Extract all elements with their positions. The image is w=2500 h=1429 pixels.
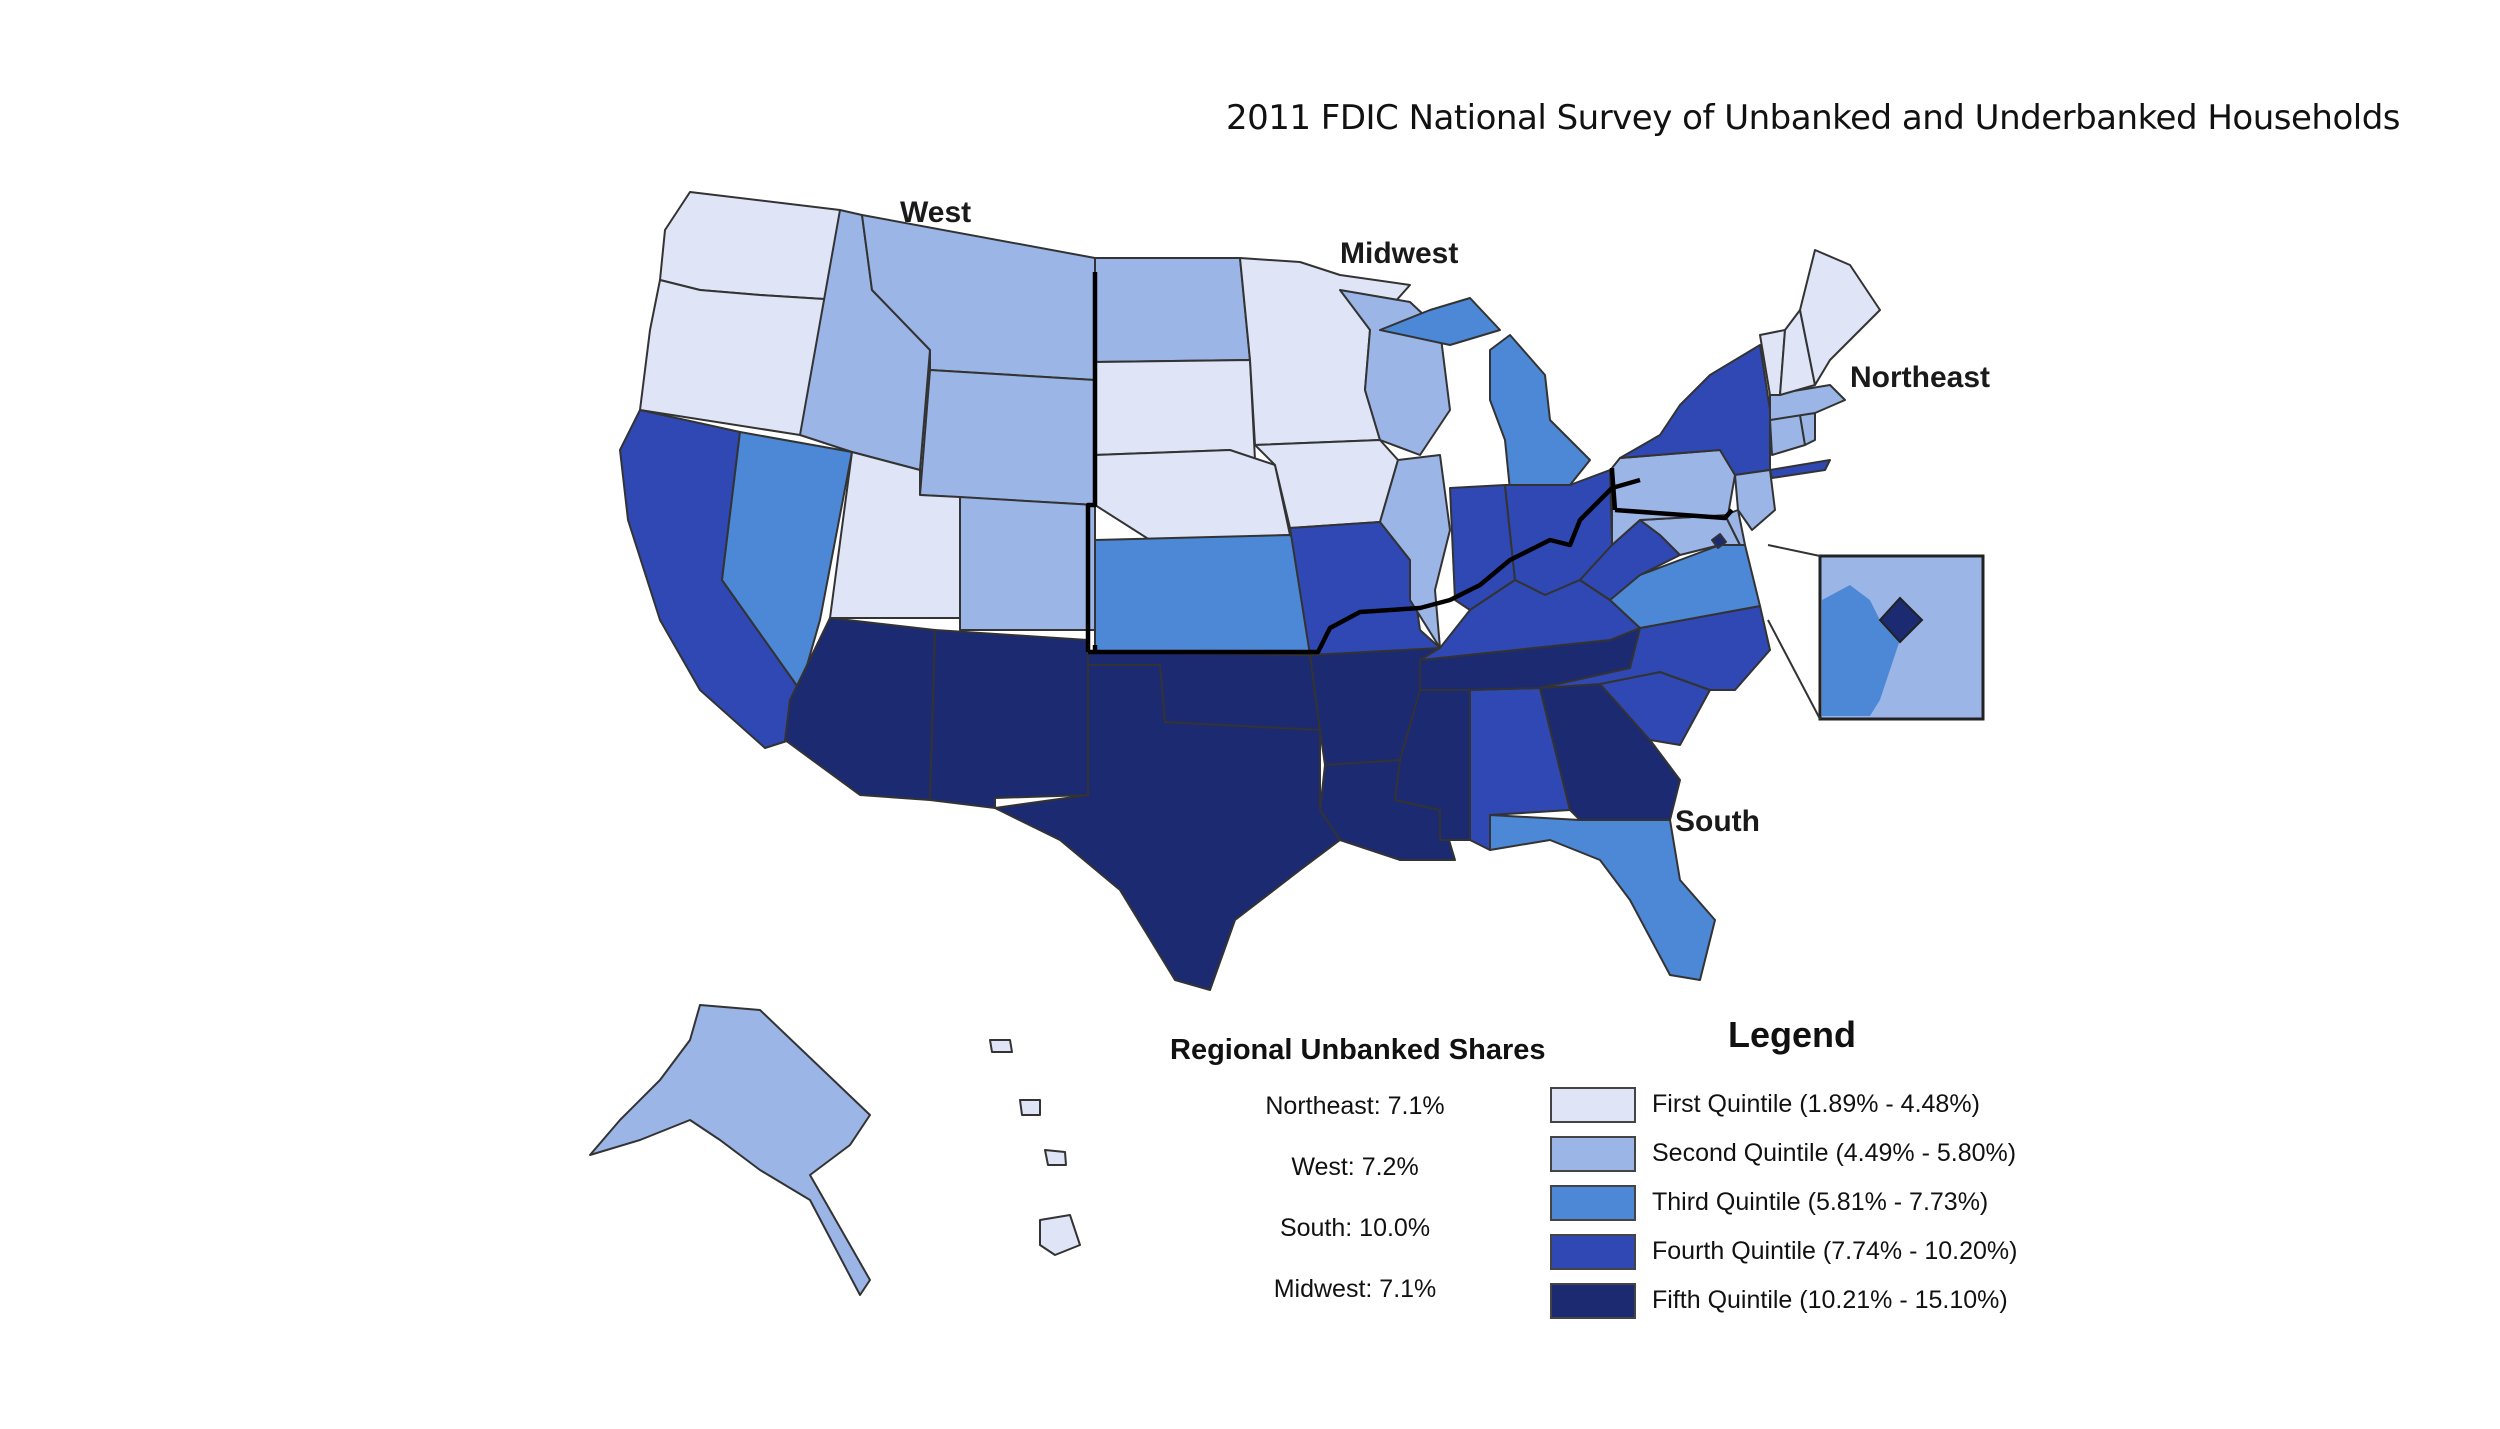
share-south: South: 10.0% [1279,1214,1431,1242]
legend: First Quintile (1.89% - 4.48%) Second Qu… [1550,1080,2017,1325]
legend-title: Legend [1728,1014,1857,1055]
state-hi [989,1039,1081,1256]
regional-shares-title: Regional Unbanked Shares [1170,1034,1546,1066]
legend-label: Third Quintile (5.81% - 7.73%) [1652,1188,1989,1216]
legend-item: First Quintile (1.89% - 4.48%) [1550,1080,2017,1129]
state-wa [659,191,841,301]
dc-inset-dc [1878,596,1924,644]
page-title: 2011 FDIC National Survey of Unbanked an… [1225,98,2401,138]
legend-label: Fourth Quintile (7.74% - 10.20%) [1652,1237,2018,1265]
dc-inset-pointer-line [1767,619,1821,720]
state-ne [1094,449,1291,541]
legend-swatch [1550,1086,1636,1123]
legend-label: Fifth Quintile (10.21% - 15.10%) [1652,1286,2008,1314]
state-fl [1489,814,1716,981]
state-ma [1769,384,1846,421]
state-mi [1379,297,1591,491]
dc-inset-pointer-line [1767,544,1821,557]
legend-item: Second Quintile (4.49% - 5.80%) [1550,1129,2017,1178]
share-midwest: Midwest: 7.1% [1273,1275,1437,1303]
state-nv [721,431,853,691]
region-label-west: West [900,196,972,229]
state-co [959,496,1096,631]
state-nm [929,629,1089,809]
region-label-northeast: Northeast [1850,361,1991,394]
regional-shares-list: Northeast: 7.1% West: 7.2% South: 10.0% … [1200,1092,1510,1336]
state-ct [1769,414,1806,456]
share-west: West: 7.2% [1291,1153,1419,1181]
region-label-midwest: Midwest [1340,237,1459,270]
state-ks [1094,534,1311,653]
state-nj [1734,469,1776,531]
legend-label: Second Quintile (4.49% - 5.80%) [1652,1139,2017,1167]
dc-inset-virginia [1822,585,1900,716]
region-border-west-midwest [1085,272,1098,652]
region-label-south: South [1675,805,1760,838]
dc-inset-maryland [1850,558,1981,716]
legend-swatch [1550,1184,1636,1221]
state-dc [1711,533,1727,549]
legend-item: Third Quintile (5.81% - 7.73%) [1550,1178,2017,1227]
share-northeast: Northeast: 7.1% [1265,1092,1445,1120]
state-me [1799,249,1881,386]
state-nd [1094,257,1251,363]
state-ak [589,1004,871,1296]
legend-swatch [1550,1135,1636,1172]
region-border-midwest-south [1088,477,1641,655]
legend-swatch [1550,1233,1636,1270]
legend-item: Fourth Quintile (7.74% - 10.20%) [1550,1227,2017,1276]
state-de [1724,509,1746,546]
legend-item: Fifth Quintile (10.21% - 15.10%) [1550,1276,2017,1325]
state-sd [1094,359,1256,461]
legend-swatch [1550,1282,1636,1319]
region-border-midwest-northeast [1609,467,1618,511]
region-border-south-northeast [1614,507,1734,521]
legend-label: First Quintile (1.89% - 4.48%) [1652,1090,1980,1118]
state-wy [919,369,1096,506]
